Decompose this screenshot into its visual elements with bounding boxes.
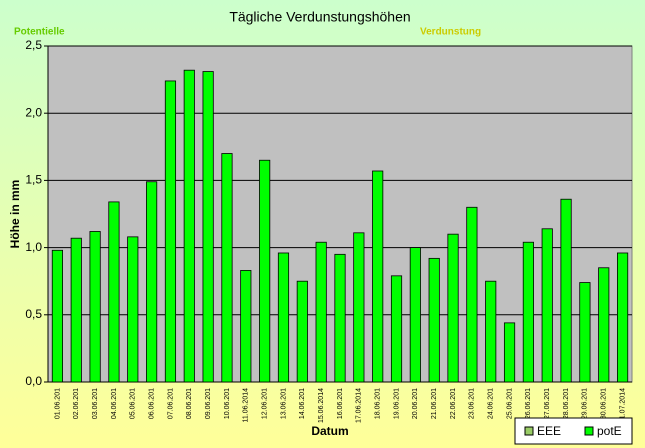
x-tick-label: 09.06.201 <box>205 388 212 419</box>
x-tick-label: 05.06.201 <box>130 388 137 419</box>
x-tick-label: 21.06.201 <box>431 388 438 419</box>
legend-box <box>514 417 633 445</box>
x-tick-label: 01.07.2014 <box>619 388 626 423</box>
x-tick-label: 16.06.201 <box>337 388 344 419</box>
x-tick-label: 25.06.201 <box>506 388 513 419</box>
bar <box>522 241 534 383</box>
y-tick-label: 2,0 <box>25 105 42 119</box>
legend-label: EEE <box>537 424 561 438</box>
bar <box>560 198 572 383</box>
x-axis-label: Datum <box>311 424 348 438</box>
x-tick-label: 01.06.201 <box>54 388 61 419</box>
bar <box>485 280 497 383</box>
x-tick-label: 28.06.201 <box>563 388 570 419</box>
x-tick-label: 03.06.201 <box>92 388 99 419</box>
y-tick-label: 1,0 <box>25 240 42 254</box>
bar <box>259 159 271 383</box>
bar <box>409 247 421 383</box>
y-tick-label: 1,5 <box>25 173 42 187</box>
bar <box>240 270 252 383</box>
bar <box>296 280 308 383</box>
x-tick-label: 30.06.201 <box>601 388 608 419</box>
x-tick-label: 18.06.201 <box>375 388 382 419</box>
bar <box>277 252 290 383</box>
bar <box>353 232 365 383</box>
annotation: Potentielle <box>14 27 65 38</box>
bar <box>334 253 346 383</box>
legend-swatch <box>584 426 594 436</box>
legend-swatch <box>524 426 534 436</box>
x-tick-label: 27.06.201 <box>544 388 551 419</box>
x-tick-label: 02.06.201 <box>73 388 80 419</box>
legend-label: potE <box>597 424 622 438</box>
bar <box>617 252 629 383</box>
x-tick-label: 17.06.2014 <box>356 388 363 423</box>
y-tick-label: 2,5 <box>25 38 42 52</box>
annotation: Verdunstung <box>420 27 481 38</box>
x-tick-label: 11.06.2014 <box>243 388 250 423</box>
bar <box>89 231 101 383</box>
bar <box>51 249 63 383</box>
x-tick-label: 10.06.201 <box>224 388 231 419</box>
x-tick-label: 04.06.201 <box>111 388 118 419</box>
y-tick-label: 0,5 <box>25 307 42 321</box>
y-tick-label: 0,0 <box>25 374 42 388</box>
x-tick-label: 13.06.201 <box>280 388 287 419</box>
bar <box>428 257 440 383</box>
bar <box>541 228 553 383</box>
bar <box>447 233 459 383</box>
bar <box>315 241 327 383</box>
bar <box>503 322 516 383</box>
x-tick-label: 14.06.201 <box>299 388 306 419</box>
x-tick-label: 08.06.201 <box>186 388 193 419</box>
chart-title: Tägliche Verdunstungshöhen <box>229 9 410 25</box>
bar <box>108 201 120 383</box>
x-tick-label: 26.06.201 <box>525 388 532 419</box>
bar <box>598 267 610 383</box>
x-tick-label: 24.06.201 <box>488 388 495 419</box>
bar <box>372 170 384 383</box>
bar <box>70 237 82 383</box>
x-tick-label: 19.06.201 <box>393 388 400 419</box>
bar <box>164 80 177 383</box>
x-tick-label: 29.06.201 <box>582 388 589 419</box>
x-tick-label: 07.06.201 <box>167 388 174 419</box>
x-tick-label: 15.06.2014 <box>318 388 325 423</box>
bar <box>221 153 233 383</box>
x-tick-label: 23.06.201 <box>469 388 476 419</box>
bar <box>466 206 478 383</box>
x-tick-label: 12.06.201 <box>261 388 268 419</box>
bar <box>579 282 591 383</box>
x-tick-label: 20.06.201 <box>412 388 419 419</box>
bar <box>183 69 195 383</box>
bar <box>146 181 158 383</box>
y-axis-label: Höhe in mm <box>8 180 22 249</box>
bar <box>390 275 403 383</box>
bar <box>202 71 214 383</box>
x-tick-label: 06.06.201 <box>148 388 155 419</box>
bar <box>127 236 139 383</box>
x-tick-label: 22.06.201 <box>450 388 457 419</box>
